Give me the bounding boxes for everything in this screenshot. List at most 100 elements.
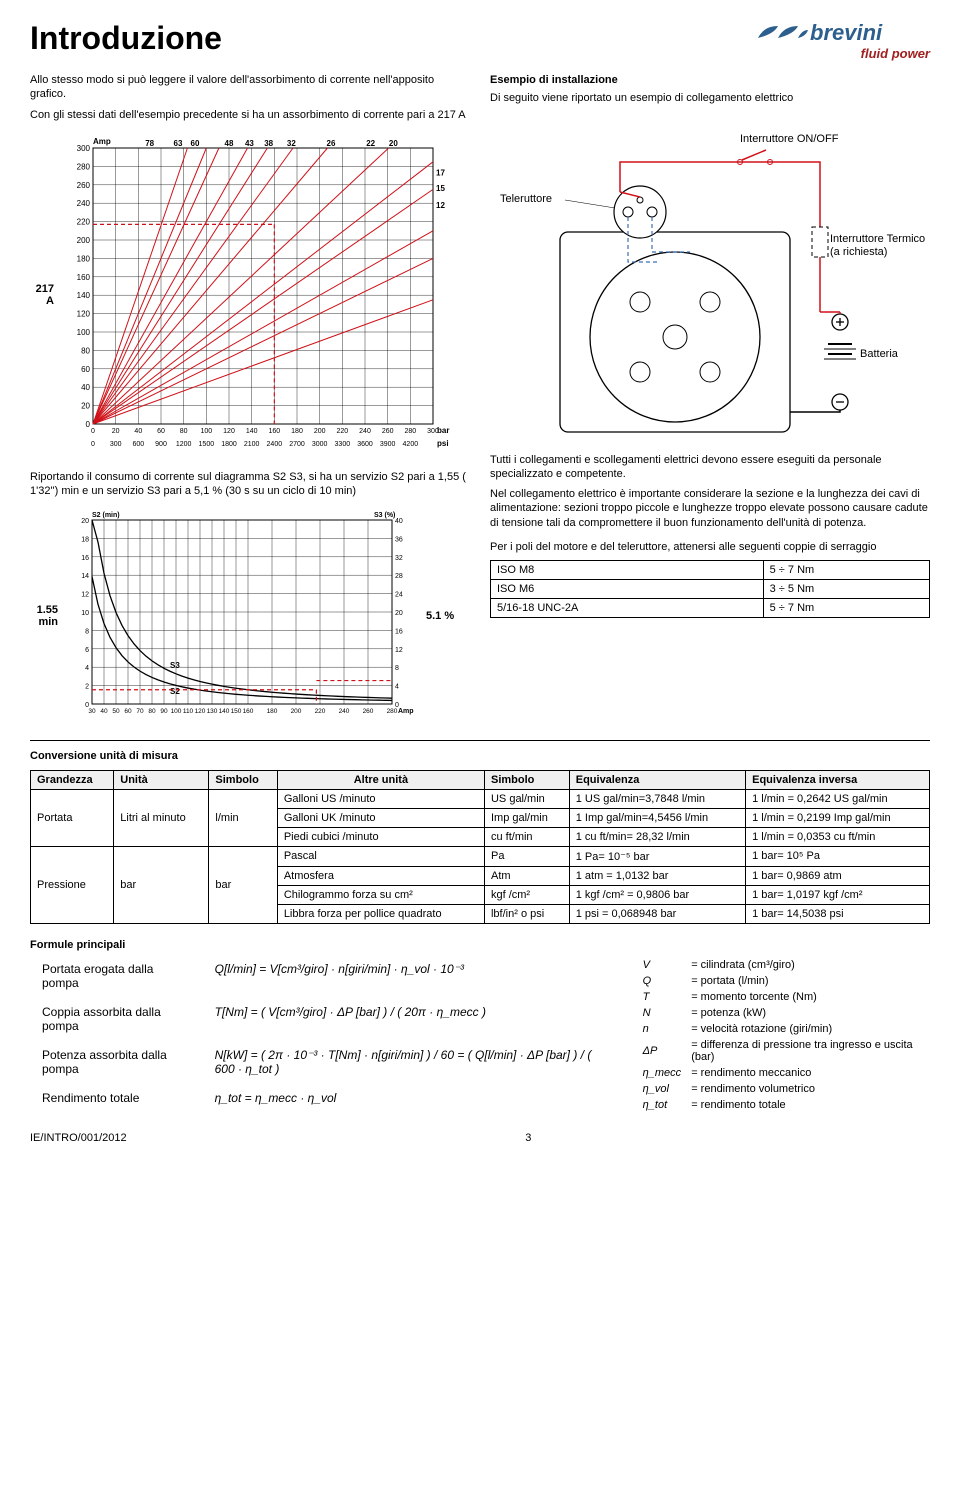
svg-text:16: 16 — [395, 629, 403, 636]
svg-text:100: 100 — [200, 428, 212, 435]
formula-label: Rendimento totale — [32, 1087, 203, 1112]
brand-name: brevini — [810, 20, 882, 46]
table-cell: bar — [209, 846, 277, 923]
formulas-table: Portata erogata dalla pompaQ[l/min] = V[… — [30, 956, 617, 1114]
svg-text:2100: 2100 — [244, 441, 260, 448]
conversion-table: GrandezzaUnitàSimboloAltre unitàSimboloE… — [30, 770, 930, 924]
mid-right-p1: Tutti i collegamenti e scollegamenti ele… — [490, 453, 930, 482]
svg-text:100: 100 — [77, 328, 91, 337]
formula-eq: N[kW] = ( 2π · 10⁻³ · T[Nm] · n[giri/min… — [205, 1044, 615, 1085]
table-cell: Atmosfera — [277, 866, 484, 885]
conv-head: Conversione unità di misura — [30, 749, 930, 763]
svg-text:40: 40 — [134, 428, 142, 435]
svg-text:240: 240 — [359, 428, 371, 435]
svg-text:4: 4 — [395, 684, 399, 691]
svg-text:280: 280 — [77, 162, 91, 171]
svg-text:psi: psi — [437, 439, 449, 448]
chart1: 0204060801001201401601802002202402602803… — [58, 130, 458, 460]
svg-text:260: 260 — [363, 708, 374, 715]
table-cell: Piedi cubici /minuto — [277, 827, 484, 846]
chart2: 0246810121416182004812162024283236403040… — [62, 506, 422, 726]
svg-text:12: 12 — [81, 592, 89, 599]
svg-text:300: 300 — [77, 144, 91, 153]
wiring-diagram: Interruttore ON/OFFTeleruttoreInterrutto… — [490, 112, 930, 442]
table-cell: Pressione — [31, 846, 114, 923]
svg-text:20: 20 — [389, 139, 398, 148]
legend-sym: n — [639, 1022, 686, 1036]
svg-text:48: 48 — [225, 139, 234, 148]
svg-text:150: 150 — [231, 708, 242, 715]
svg-text:S2 (min): S2 (min) — [92, 512, 120, 519]
svg-text:60: 60 — [157, 428, 165, 435]
svg-text:8: 8 — [85, 629, 89, 636]
svg-text:60: 60 — [191, 139, 200, 148]
svg-text:260: 260 — [382, 428, 394, 435]
legend-sym: Q — [639, 974, 686, 988]
legend-sym: V — [639, 958, 686, 972]
svg-text:S2: S2 — [170, 687, 180, 696]
table-cell: 1 cu ft/min= 28,32 l/min — [569, 827, 745, 846]
svg-text:180: 180 — [291, 428, 303, 435]
svg-text:63: 63 — [174, 139, 183, 148]
table-header: Equivalenza — [569, 770, 745, 789]
svg-text:78: 78 — [145, 139, 154, 148]
svg-text:200: 200 — [314, 428, 326, 435]
legend-sym: N — [639, 1006, 686, 1020]
table-cell: cu ft/min — [484, 827, 569, 846]
table-cell: Libbra forza per pollice quadrato — [277, 904, 484, 923]
svg-text:28: 28 — [395, 574, 403, 581]
svg-text:14: 14 — [81, 574, 89, 581]
legend-desc: = potenza (kW) — [687, 1006, 928, 1020]
table-cell: Imp gal/min — [484, 808, 569, 827]
svg-text:600: 600 — [132, 441, 144, 448]
table-cell: bar — [114, 846, 209, 923]
svg-text:Teleruttore: Teleruttore — [500, 193, 552, 205]
svg-text:30: 30 — [88, 708, 96, 715]
form-head: Formule principali — [30, 938, 930, 952]
svg-text:240: 240 — [339, 708, 350, 715]
svg-text:120: 120 — [223, 428, 235, 435]
brand-sub: fluid power — [750, 46, 930, 61]
footer-center: 3 — [525, 1132, 531, 1144]
svg-text:20: 20 — [81, 401, 90, 410]
footer: IE/INTRO/001/2012 3 — [30, 1132, 930, 1144]
svg-text:110: 110 — [183, 708, 194, 715]
svg-text:2400: 2400 — [267, 441, 283, 448]
table-cell: Litri al minuto — [114, 789, 209, 846]
svg-text:900: 900 — [155, 441, 167, 448]
chart2-block: 1.55 min 0246810121416182004812162024283… — [30, 506, 470, 726]
table-cell: 1 Pa= 10⁻⁵ bar — [569, 846, 745, 866]
legend-sym: η_vol — [639, 1082, 686, 1096]
svg-text:280: 280 — [387, 708, 398, 715]
legend-desc: = cilindrata (cm³/giro) — [687, 958, 928, 972]
svg-text:40: 40 — [395, 518, 403, 525]
table-cell: Pascal — [277, 846, 484, 866]
legend-desc: = velocità rotazione (giri/min) — [687, 1022, 928, 1036]
table-cell: 5 ÷ 7 Nm — [763, 599, 929, 618]
brand-mark-icon — [750, 20, 810, 46]
svg-text:0: 0 — [91, 441, 95, 448]
intro-p2: Con gli stessi dati dell'esempio precede… — [30, 108, 470, 122]
svg-text:2: 2 — [85, 684, 89, 691]
formula-label: Portata erogata dalla pompa — [32, 958, 203, 999]
svg-text:120: 120 — [77, 309, 91, 318]
table-header: Altre unità — [277, 770, 484, 789]
torque-table: ISO M85 ÷ 7 NmISO M63 ÷ 5 Nm5/16-18 UNC-… — [490, 560, 930, 618]
svg-text:20: 20 — [395, 610, 403, 617]
svg-text:40: 40 — [100, 708, 108, 715]
table-cell: 1 atm = 1,0132 bar — [569, 866, 745, 885]
svg-text:70: 70 — [136, 708, 144, 715]
table-header: Unità — [114, 770, 209, 789]
svg-text:3000: 3000 — [312, 441, 328, 448]
table-cell: 5 ÷ 7 Nm — [763, 561, 929, 580]
brand-logo: brevini fluid power — [750, 20, 930, 61]
svg-text:38: 38 — [264, 139, 273, 148]
svg-text:12: 12 — [395, 647, 403, 654]
table-cell: Galloni UK /minuto — [277, 808, 484, 827]
svg-text:bar: bar — [437, 426, 449, 435]
svg-text:S3: S3 — [170, 662, 180, 671]
table-cell: 5/16-18 UNC-2A — [491, 599, 764, 618]
top-columns: Allo stesso modo si può leggere il valor… — [30, 73, 930, 726]
formula-eq: Q[l/min] = V[cm³/giro] · n[giri/min] · η… — [205, 958, 615, 999]
svg-text:8: 8 — [395, 666, 399, 673]
